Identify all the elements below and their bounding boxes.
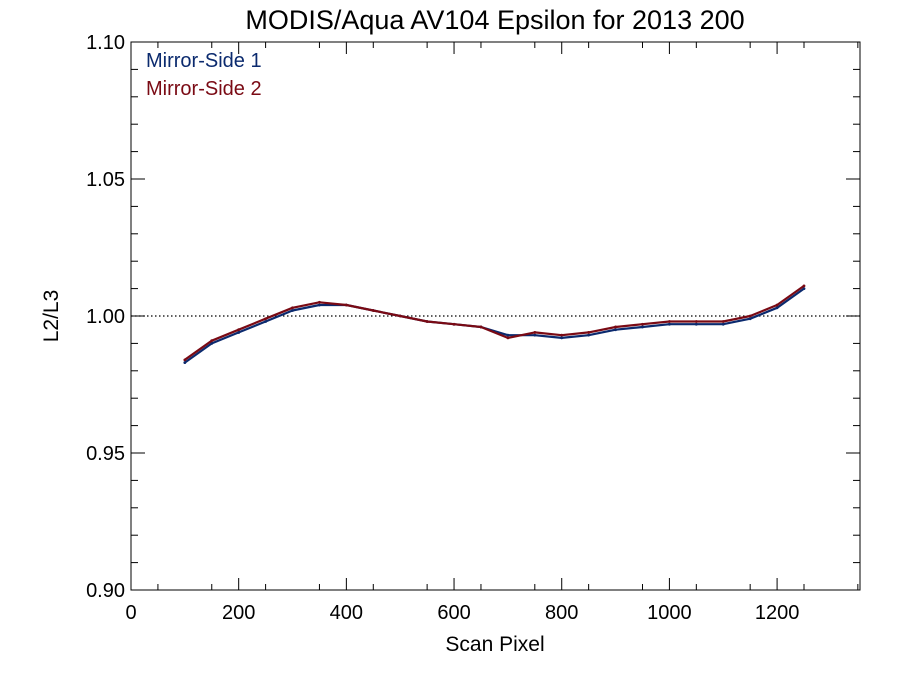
data-point: [506, 336, 510, 340]
y-tick-label: 1.05: [86, 169, 125, 191]
series-line-mirror-side-2: [184, 285, 805, 361]
data-point: [560, 336, 564, 340]
data-point: [748, 317, 752, 321]
data-point: [775, 303, 779, 307]
x-tick-label: 400: [330, 602, 363, 624]
data-point: [694, 322, 698, 326]
data-point: [748, 314, 752, 318]
data-point: [668, 320, 671, 323]
data-point: [694, 320, 698, 323]
data-point: [183, 361, 187, 364]
data-point: [183, 358, 187, 362]
data-point: [802, 287, 806, 290]
data-point: [533, 331, 537, 334]
data-point: [371, 309, 375, 312]
legend-entry-mirror-side-1: Mirror-Side 1: [146, 50, 262, 72]
x-axis-label: Scan Pixel: [445, 633, 544, 656]
data-point: [291, 306, 294, 310]
series-lines: [183, 284, 806, 364]
data-point: [210, 339, 214, 343]
axis-ticks: [130, 41, 860, 591]
y-tick-label: 0.95: [86, 443, 125, 465]
data-point: [237, 328, 241, 332]
data-point: [452, 322, 456, 326]
data-point: [668, 322, 671, 326]
series-line-mirror-side-1: [184, 287, 805, 364]
x-tick-label: 1200: [755, 602, 800, 624]
data-point: [802, 284, 806, 288]
x-tick-label: 1000: [647, 602, 692, 624]
data-point: [641, 322, 644, 326]
data-point: [318, 300, 321, 304]
data-point: [479, 325, 483, 329]
data-point: [587, 331, 591, 334]
data-point: [775, 306, 779, 310]
data-point: [264, 317, 268, 321]
data-point: [614, 328, 617, 332]
plot-frame: [130, 41, 861, 591]
data-point: [344, 303, 348, 307]
x-tick-label: 600: [437, 602, 470, 624]
data-point: [291, 309, 294, 312]
data-point: [425, 320, 429, 323]
chart-title: MODIS/Aqua AV104 Epsilon for 2013 200: [245, 5, 744, 35]
x-tick-label: 800: [545, 602, 578, 624]
data-point: [587, 333, 591, 337]
legend-entry-mirror-side-2: Mirror-Side 2: [146, 78, 262, 100]
data-point: [560, 333, 564, 337]
y-axis-label: L2/L3: [40, 290, 63, 343]
x-tick-label: 0: [125, 602, 136, 624]
tick-labels: 0 200 400 600 800 1000 1200 0.90 0.95 1.00 1.05 1.1…: [86, 32, 799, 624]
x-tick-label: 200: [222, 602, 255, 624]
data-point: [398, 314, 402, 318]
data-point: [318, 303, 321, 307]
data-point: [506, 333, 510, 337]
y-tick-label: 0.90: [86, 580, 125, 602]
data-point: [264, 320, 268, 323]
data-point: [721, 320, 725, 323]
data-point: [641, 325, 644, 329]
y-tick-label: 1.00: [86, 306, 125, 328]
data-point: [237, 331, 241, 334]
data-point: [210, 342, 214, 345]
y-tick-label: 1.10: [86, 32, 125, 54]
data-point: [614, 325, 617, 329]
data-point: [721, 322, 725, 326]
data-point: [533, 333, 537, 337]
